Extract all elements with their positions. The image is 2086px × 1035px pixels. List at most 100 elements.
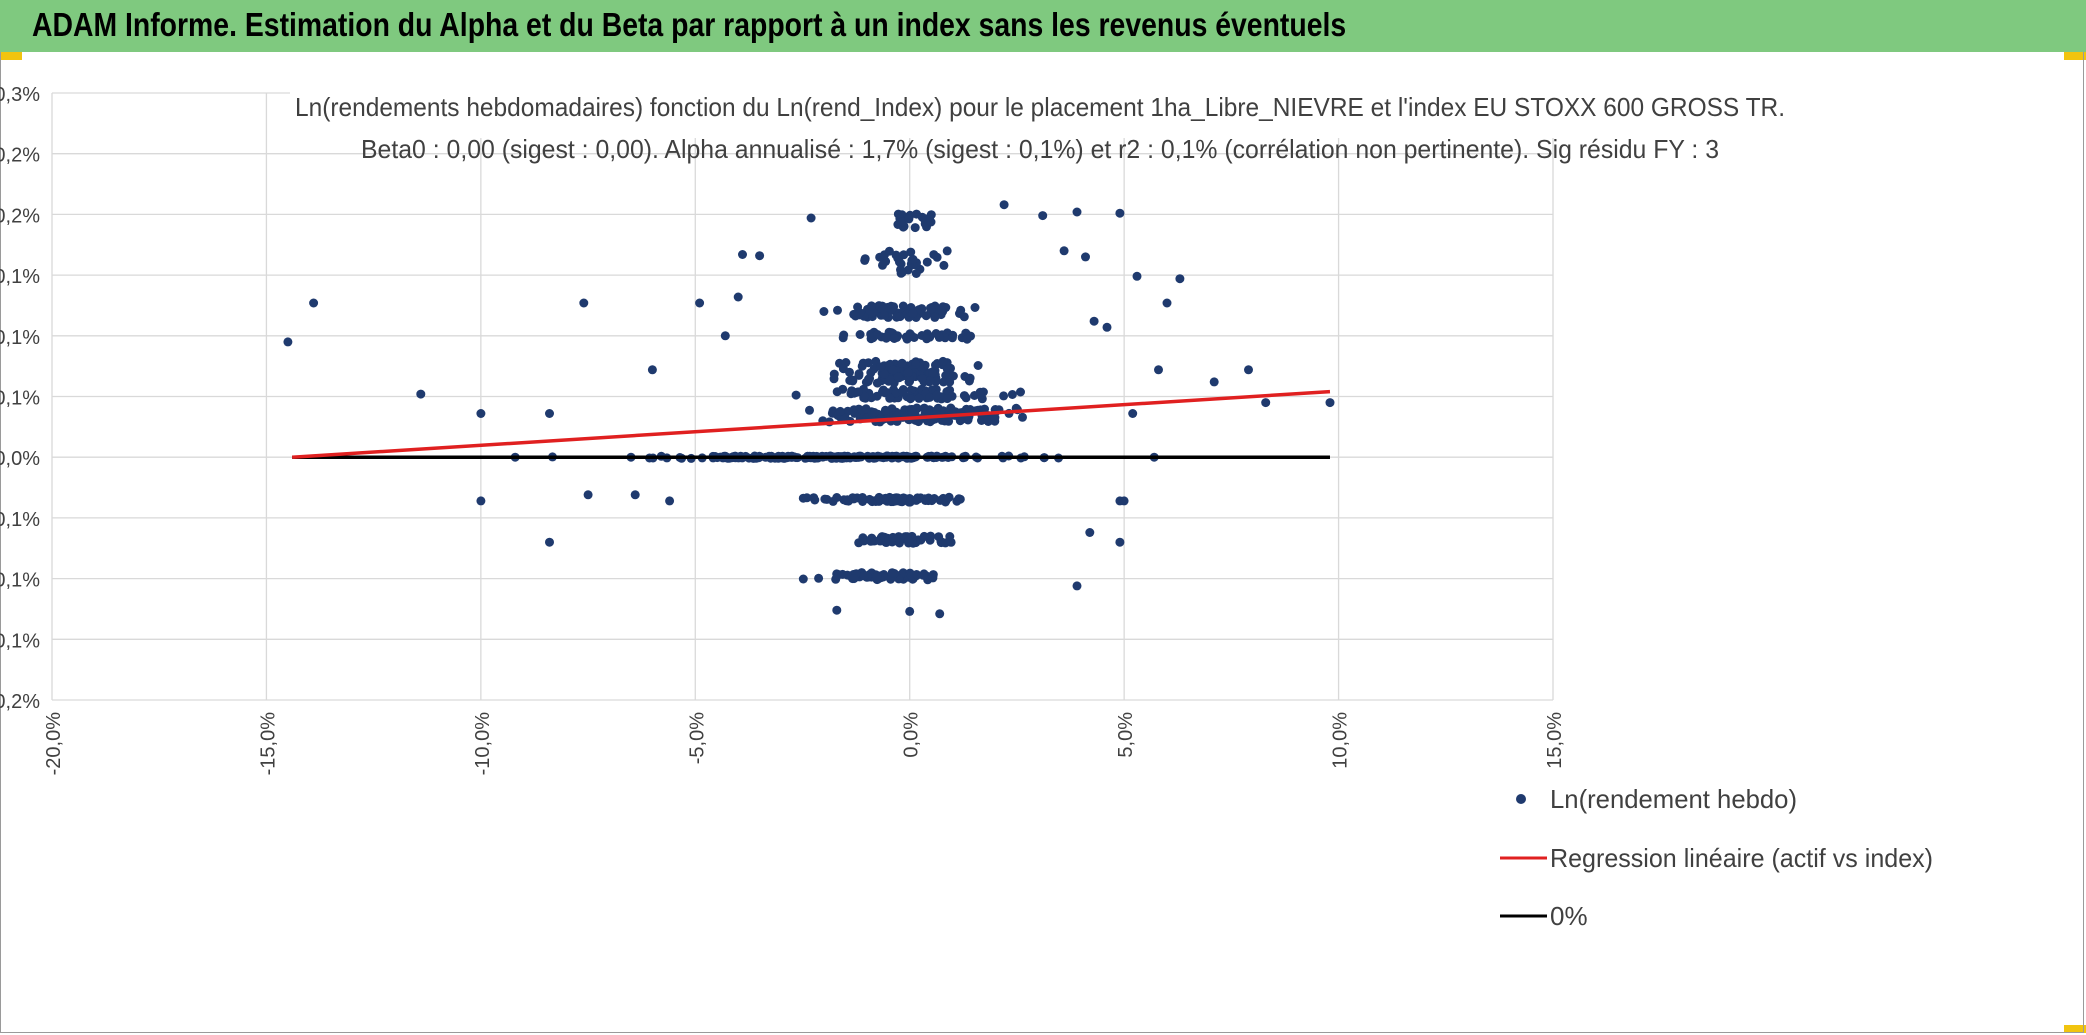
data-point-646 xyxy=(895,312,905,322)
data-point-530 xyxy=(942,364,952,374)
data-point-531 xyxy=(879,369,889,379)
data-point-937 xyxy=(720,331,730,341)
data-point-973 xyxy=(583,490,593,500)
data-point-844 xyxy=(919,531,929,541)
report-title: ADAM Informe. Estimation du Alpha et du … xyxy=(32,6,1347,43)
series-lines xyxy=(292,389,1331,459)
data-point-542 xyxy=(888,365,898,375)
data-point-678 xyxy=(906,247,916,257)
data-point-940 xyxy=(832,605,842,615)
chart-frame xyxy=(0,52,2084,1033)
data-point-963 xyxy=(738,250,747,259)
data-point-516 xyxy=(885,375,895,384)
data-point-930 xyxy=(476,409,486,418)
data-point-692 xyxy=(860,255,870,265)
data-point-945 xyxy=(1072,207,1082,217)
data-point-464 xyxy=(973,361,983,370)
data-point-593 xyxy=(873,330,882,339)
data-point-958 xyxy=(1115,537,1125,547)
data-point-825 xyxy=(934,532,944,542)
data-point-922 xyxy=(928,572,938,582)
data-point-698 xyxy=(932,252,942,262)
data-point-652 xyxy=(833,305,842,315)
data-point-936 xyxy=(695,298,705,308)
data-point-318 xyxy=(940,416,950,426)
data-point-926 xyxy=(912,570,922,579)
data-point-548 xyxy=(928,368,937,378)
data-point-943 xyxy=(999,200,1009,210)
data-point-925 xyxy=(859,571,869,581)
y-tick-label: 0,2% xyxy=(0,145,40,167)
data-point-795 xyxy=(842,495,852,505)
data-point-523 xyxy=(863,358,873,368)
data-point-907 xyxy=(849,574,859,584)
data-point-801 xyxy=(828,496,838,506)
data-point-934 xyxy=(579,298,589,308)
data-point-679 xyxy=(939,260,949,270)
data-point-929 xyxy=(416,389,426,399)
data-point-903 xyxy=(814,573,824,583)
data-point-957 xyxy=(1119,496,1129,506)
data-point-860 xyxy=(888,532,898,542)
chart-title-line-2: Beta0 : 0,00 (sigest : 0,00). Alpha annu… xyxy=(361,134,1719,164)
y-tick-label: 0,1% xyxy=(0,266,40,288)
data-point-546 xyxy=(917,374,927,384)
x-tick-label: 10,0% xyxy=(1330,712,1352,769)
data-point-952 xyxy=(1244,365,1253,375)
data-point-962 xyxy=(1081,252,1090,262)
data-point-693 xyxy=(895,257,904,267)
data-point-412 xyxy=(860,391,870,401)
data-point-532 xyxy=(897,358,907,368)
data-point-935 xyxy=(647,365,657,375)
data-point-576 xyxy=(902,334,912,344)
data-point-942 xyxy=(935,609,945,619)
data-point-927 xyxy=(283,337,293,347)
data-point-534 xyxy=(876,362,886,372)
x-tick-label: -10,0% xyxy=(472,712,494,776)
data-point-919 xyxy=(872,571,882,581)
data-point-938 xyxy=(630,490,640,500)
data-point-788 xyxy=(897,494,907,503)
data-point-944 xyxy=(1038,211,1048,221)
data-point-949 xyxy=(1162,298,1172,308)
header-corner-right-decoration xyxy=(2064,52,2086,60)
chart-title-line-1: Ln(rendements hebdomadaires) fonction du… xyxy=(295,92,1785,122)
data-point-196 xyxy=(1018,412,1027,422)
data-point-539 xyxy=(893,372,903,382)
data-point-508 xyxy=(925,376,935,386)
data-point-590 xyxy=(881,333,891,343)
data-point-791 xyxy=(858,494,868,504)
data-point-407 xyxy=(914,393,924,403)
data-point-695 xyxy=(891,250,901,260)
data-point-749 xyxy=(954,494,964,504)
data-point-395 xyxy=(925,392,935,402)
legend-label-regression: Regression linéaire (actif vs index) xyxy=(1550,843,1933,873)
data-point-697 xyxy=(884,246,894,256)
y-tick-label: 0,3% xyxy=(0,84,40,106)
data-point-524 xyxy=(865,373,875,383)
data-point-660 xyxy=(955,309,964,318)
y-tick-label: 0,1% xyxy=(0,388,40,410)
data-point-667 xyxy=(887,304,897,314)
data-point-953 xyxy=(1261,398,1271,408)
data-point-661 xyxy=(851,311,860,321)
data-point-386 xyxy=(1007,390,1017,399)
data-point-529 xyxy=(838,364,848,374)
axis-tick-labels: -0,2% -0,1% -0,1% -0,1% 0,0% 0,1% 0,1% 0,1% 0,2%… xyxy=(0,84,1566,775)
data-point-910 xyxy=(798,574,808,584)
data-point-413 xyxy=(898,386,908,396)
data-point-909 xyxy=(918,570,928,580)
data-point-540 xyxy=(854,369,864,379)
data-point-583 xyxy=(838,333,848,343)
data-point-669 xyxy=(908,309,918,318)
data-point-766 xyxy=(944,492,954,502)
data-point-337 xyxy=(990,413,1000,422)
data-point-594 xyxy=(931,329,941,338)
x-tick-label: 0,0% xyxy=(901,712,923,758)
data-point-689 xyxy=(897,267,907,277)
y-tick-label: 0,2% xyxy=(0,205,40,227)
data-point-402 xyxy=(932,390,942,400)
data-point-931 xyxy=(545,409,554,418)
data-point-965 xyxy=(806,213,816,223)
data-point-960 xyxy=(1085,528,1095,537)
